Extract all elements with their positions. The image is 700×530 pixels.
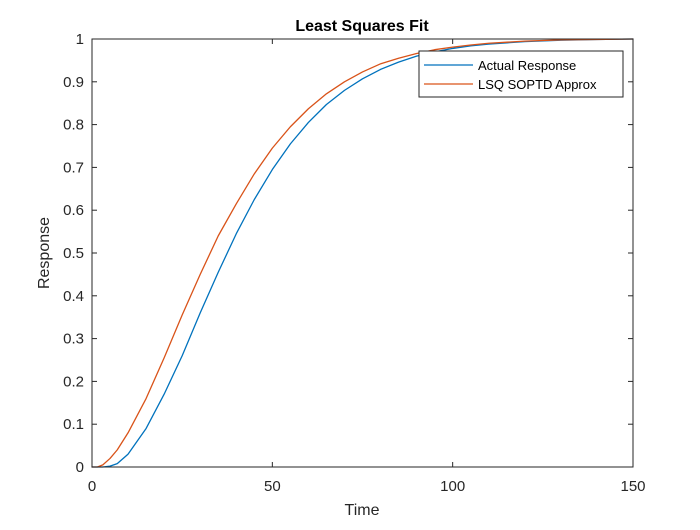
y-tick-label: 0.4 [63,288,84,305]
series-line-1 [91,38,634,468]
chart-title: Least Squares Fit [295,18,429,35]
tick-layer: 0 50 100 150 0 0.1 0.2 0.3 0.4 0.5 0.6 0.7 0.8 0.9 1 [63,31,645,495]
y-tick-label: 0 [76,459,84,476]
x-tick-label: 0 [88,478,96,495]
y-tick-label: 0.3 [63,331,84,348]
x-axis-label: Time [345,502,380,519]
y-tick-label: 0.5 [63,245,84,262]
legend-label-2: LSQ SOPTD Approx [478,77,597,92]
x-tick-label: 100 [440,478,465,495]
y-tick-label: 0.7 [63,159,84,176]
y-axis-label: Response [36,217,53,289]
legend: Actual Response LSQ SOPTD Approx [418,50,624,98]
y-tick-label: 0.1 [63,416,84,433]
plot-area [92,39,633,467]
legend-label-1: Actual Response [478,58,576,73]
y-tick-label: 0.6 [63,202,84,219]
series-line-2 [91,38,634,468]
legend-box [418,50,624,98]
y-tick-label: 0.2 [63,373,84,390]
x-tick-label: 150 [620,478,645,495]
y-tick-label: 0.8 [63,117,84,134]
series-layer [91,38,634,468]
y-tick-label: 0.9 [63,74,84,91]
x-tick-label: 50 [264,478,281,495]
y-tick-label: 1 [76,31,84,48]
